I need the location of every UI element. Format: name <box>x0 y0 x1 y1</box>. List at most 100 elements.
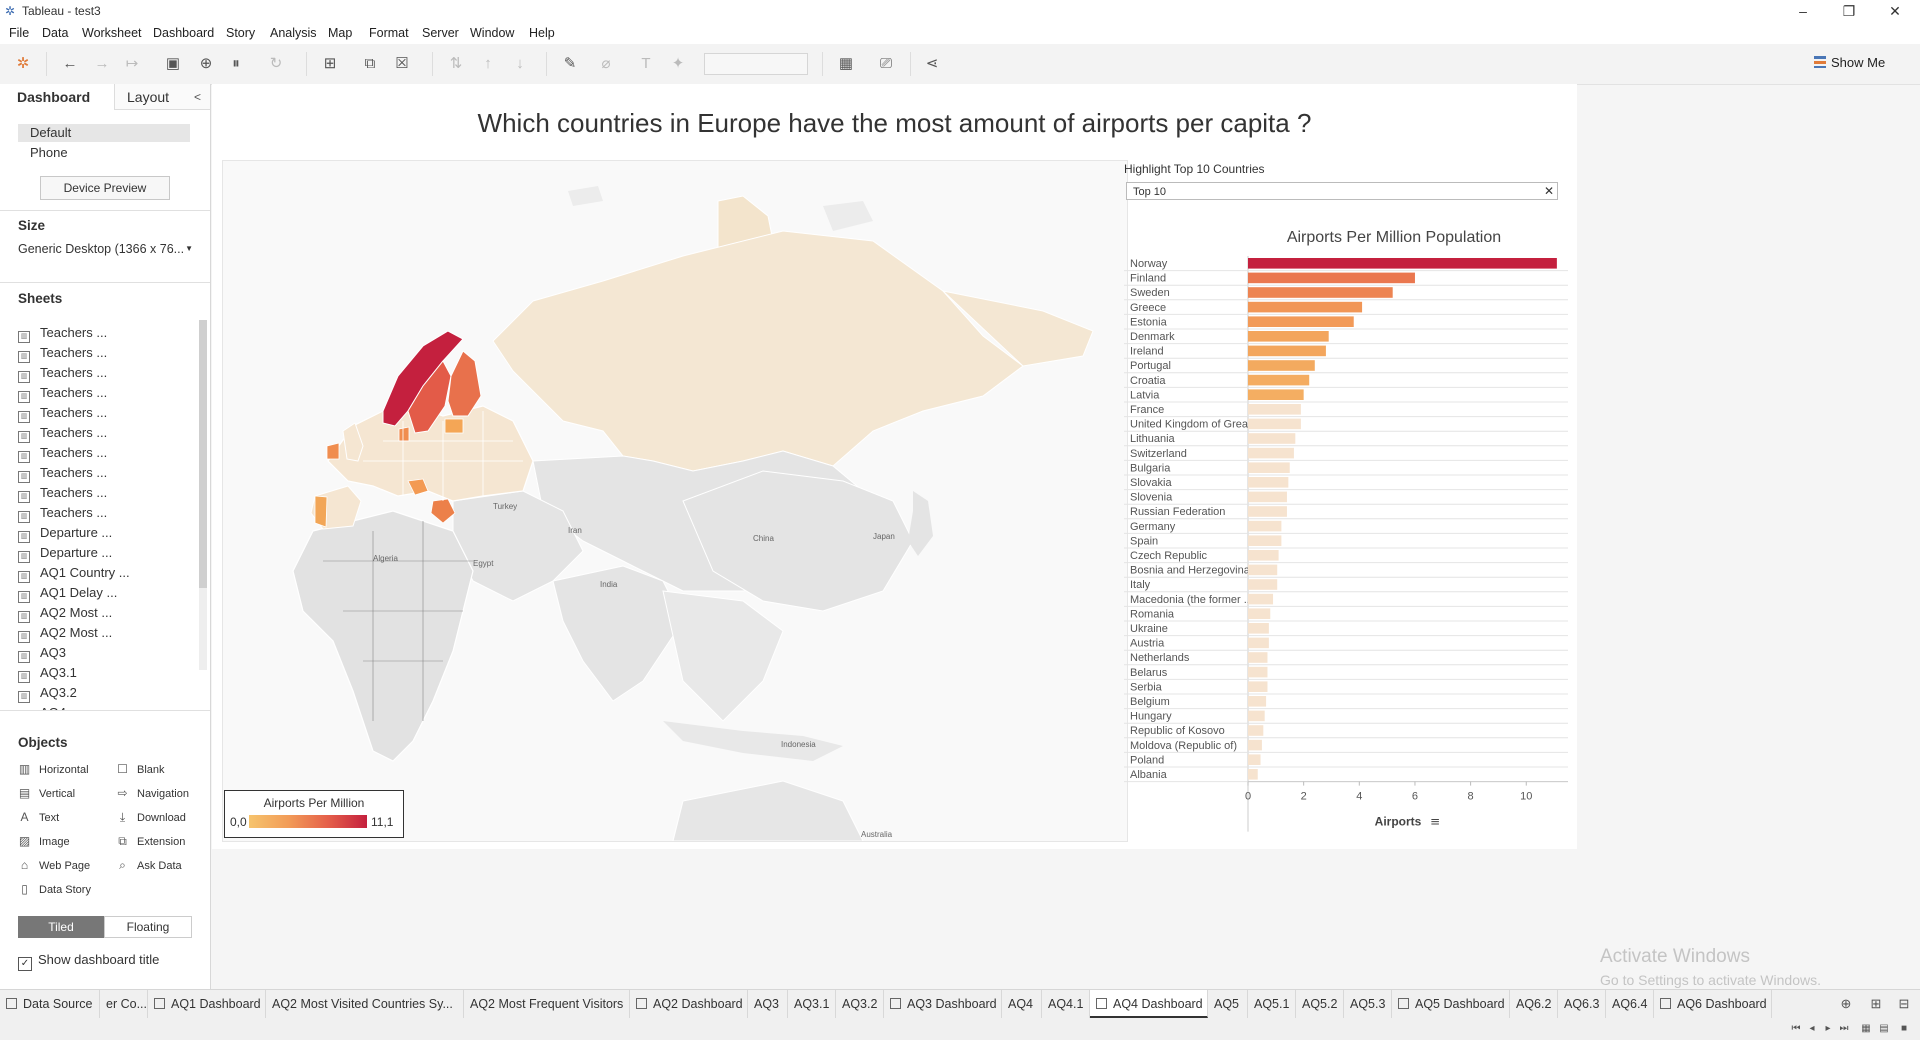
sheet-tab[interactable]: AQ1 Dashboard <box>148 990 266 1018</box>
sheet-tab[interactable]: AQ5 <box>1208 990 1248 1018</box>
object-download[interactable]: ⤓ Download <box>116 810 186 825</box>
sheet-item[interactable]: ▥ AQ2 Most ... <box>18 604 198 623</box>
bar[interactable] <box>1248 535 1282 546</box>
bar[interactable] <box>1248 360 1315 371</box>
new-data-source-icon[interactable]: ⊕ <box>199 55 213 72</box>
new-dashboard-icon[interactable]: ⊞ <box>1870 996 1882 1011</box>
undo-icon[interactable]: ← <box>62 55 78 72</box>
menu-map[interactable]: Map <box>328 26 353 40</box>
new-story-icon[interactable]: ⊟ <box>1898 996 1910 1011</box>
menu-story[interactable]: Story <box>226 26 256 40</box>
menu-file[interactable]: File <box>9 26 30 40</box>
sheet-tab[interactable]: AQ6 Dashboard <box>1654 990 1772 1018</box>
pin-icon[interactable]: ✦ <box>671 55 685 72</box>
bar[interactable] <box>1248 389 1304 400</box>
sheet-item[interactable]: ▥ Teachers ... <box>18 404 198 423</box>
bar[interactable] <box>1248 331 1329 342</box>
bar[interactable] <box>1248 477 1289 488</box>
device-default[interactable]: Default <box>18 124 190 142</box>
sheet-tab[interactable]: AQ4.1 <box>1042 990 1090 1018</box>
sheet-tab[interactable]: AQ6.3 <box>1558 990 1606 1018</box>
sort-descending-icon[interactable]: ↓ <box>516 55 524 72</box>
show-me-button[interactable]: Show Me <box>1814 55 1885 70</box>
sheet-item[interactable]: ▥ Teachers ... <box>18 484 198 503</box>
bar[interactable] <box>1248 491 1287 503</box>
sheet-tab[interactable]: AQ5 Dashboard <box>1392 990 1510 1018</box>
sheet-item[interactable]: ▥ AQ3.1 <box>18 664 198 683</box>
tab-view-icon[interactable]: ▤ <box>1879 1023 1889 1034</box>
bar[interactable] <box>1248 739 1262 751</box>
highlight-icon[interactable]: ✎ <box>563 55 577 72</box>
sheet-tab[interactable]: AQ2 Most Frequent Visitors <box>464 990 630 1018</box>
color-legend[interactable]: Airports Per Million 0,0 11,1 <box>224 790 404 838</box>
sheet-tab[interactable]: AQ5.3 <box>1344 990 1392 1018</box>
sheet-tab[interactable]: AQ5.2 <box>1296 990 1344 1018</box>
bar[interactable] <box>1248 564 1278 576</box>
bar[interactable] <box>1248 447 1294 459</box>
bar[interactable] <box>1248 579 1278 590</box>
object-data-story[interactable]: ▯ Data Story <box>18 882 91 896</box>
device-phone[interactable]: Phone <box>30 145 68 160</box>
fit-dropdown[interactable] <box>704 53 808 75</box>
pause-updates-icon[interactable]: ⏸ <box>232 55 240 72</box>
sheet-item[interactable]: ▥ AQ2 Most ... <box>18 624 198 643</box>
presentation-mode-icon[interactable]: ⎚ <box>879 55 892 72</box>
bar[interactable] <box>1248 754 1261 765</box>
sheet-tab[interactable]: AQ3.1 <box>788 990 836 1018</box>
object-blank[interactable]: ☐ Blank <box>116 762 164 776</box>
object-web-page[interactable]: ⌂ Web Page <box>18 858 90 872</box>
bar[interactable] <box>1248 272 1415 284</box>
object-text[interactable]: A Text <box>18 810 59 824</box>
sheet-item[interactable]: ▥ Departure ... <box>18 524 198 543</box>
bar[interactable] <box>1248 652 1268 663</box>
sheet-tab[interactable]: AQ3 Dashboard <box>884 990 1002 1018</box>
first-sheet-icon[interactable]: ⏮ <box>1791 1023 1801 1034</box>
bar[interactable] <box>1248 506 1287 517</box>
device-preview-button[interactable]: Device Preview <box>40 176 170 200</box>
bar[interactable] <box>1248 637 1269 649</box>
bar[interactable] <box>1248 345 1326 357</box>
sheet-item[interactable]: ▥ Teachers ... <box>18 384 198 403</box>
filmstrip-icon[interactable]: ▦ <box>1861 1023 1871 1034</box>
bar[interactable] <box>1248 696 1267 707</box>
object-horizontal[interactable]: ▥ Horizontal <box>18 762 89 776</box>
next-sheet-icon[interactable]: ▸ <box>1825 1023 1831 1034</box>
map-view[interactable]: Turkey Iran China Japan Algeria Egypt In… <box>222 160 1128 842</box>
minimize-icon[interactable]: – <box>1799 3 1807 19</box>
bar[interactable] <box>1248 666 1268 678</box>
menu-worksheet[interactable]: Worksheet <box>82 26 142 40</box>
menu-help[interactable]: Help <box>529 26 555 40</box>
save-icon[interactable]: ▣ <box>165 55 181 72</box>
object-extension[interactable]: ⧉ Extension <box>116 834 185 849</box>
prev-sheet-icon[interactable]: ◂ <box>1809 1023 1815 1034</box>
swap-icon[interactable]: ⇅ <box>449 55 463 72</box>
bar[interactable] <box>1248 681 1268 692</box>
sheet-tab[interactable]: er Co... <box>100 990 148 1018</box>
sheet-item[interactable]: ▥ Teachers ... <box>18 444 198 463</box>
bar[interactable] <box>1248 404 1301 415</box>
sheet-tab[interactable]: AQ4 <box>1002 990 1042 1018</box>
new-worksheet-icon[interactable]: ⊞ <box>323 55 337 72</box>
sheet-item[interactable]: ▥ Teachers ... <box>18 364 198 383</box>
new-worksheet-icon[interactable]: ⊕ <box>1840 996 1852 1011</box>
sheet-tab[interactable]: AQ5.1 <box>1248 990 1296 1018</box>
object-image[interactable]: ▨ Image <box>18 834 70 848</box>
collapse-pane-icon[interactable]: < <box>194 90 202 104</box>
bar[interactable] <box>1248 418 1301 430</box>
floating-button[interactable]: Floating <box>104 916 192 938</box>
replay-icon[interactable]: ↦ <box>125 55 139 72</box>
show-title-checkbox[interactable]: ✓ Show dashboard title <box>18 952 159 971</box>
label-icon[interactable]: T <box>641 55 651 72</box>
last-sheet-icon[interactable]: ⏭ <box>1839 1023 1849 1034</box>
sheet-tab[interactable]: AQ4 Dashboard <box>1090 990 1208 1018</box>
highlight-input[interactable]: Top 10 <box>1126 182 1558 200</box>
sheet-tab[interactable]: AQ2 Most Visited Countries Sy... <box>266 990 464 1018</box>
object-vertical[interactable]: ▤ Vertical <box>18 786 75 800</box>
bar[interactable] <box>1248 301 1363 313</box>
size-dropdown[interactable]: Generic Desktop (1366 x 76... ▼ <box>18 242 193 256</box>
duplicate-icon[interactable]: ⧉ <box>364 55 376 72</box>
show-cards-icon[interactable]: ▦ <box>838 55 854 72</box>
sheet-item[interactable]: ▥ AQ3 <box>18 644 198 663</box>
bar[interactable] <box>1248 374 1310 386</box>
sort-ascending-icon[interactable]: ↑ <box>484 55 492 72</box>
